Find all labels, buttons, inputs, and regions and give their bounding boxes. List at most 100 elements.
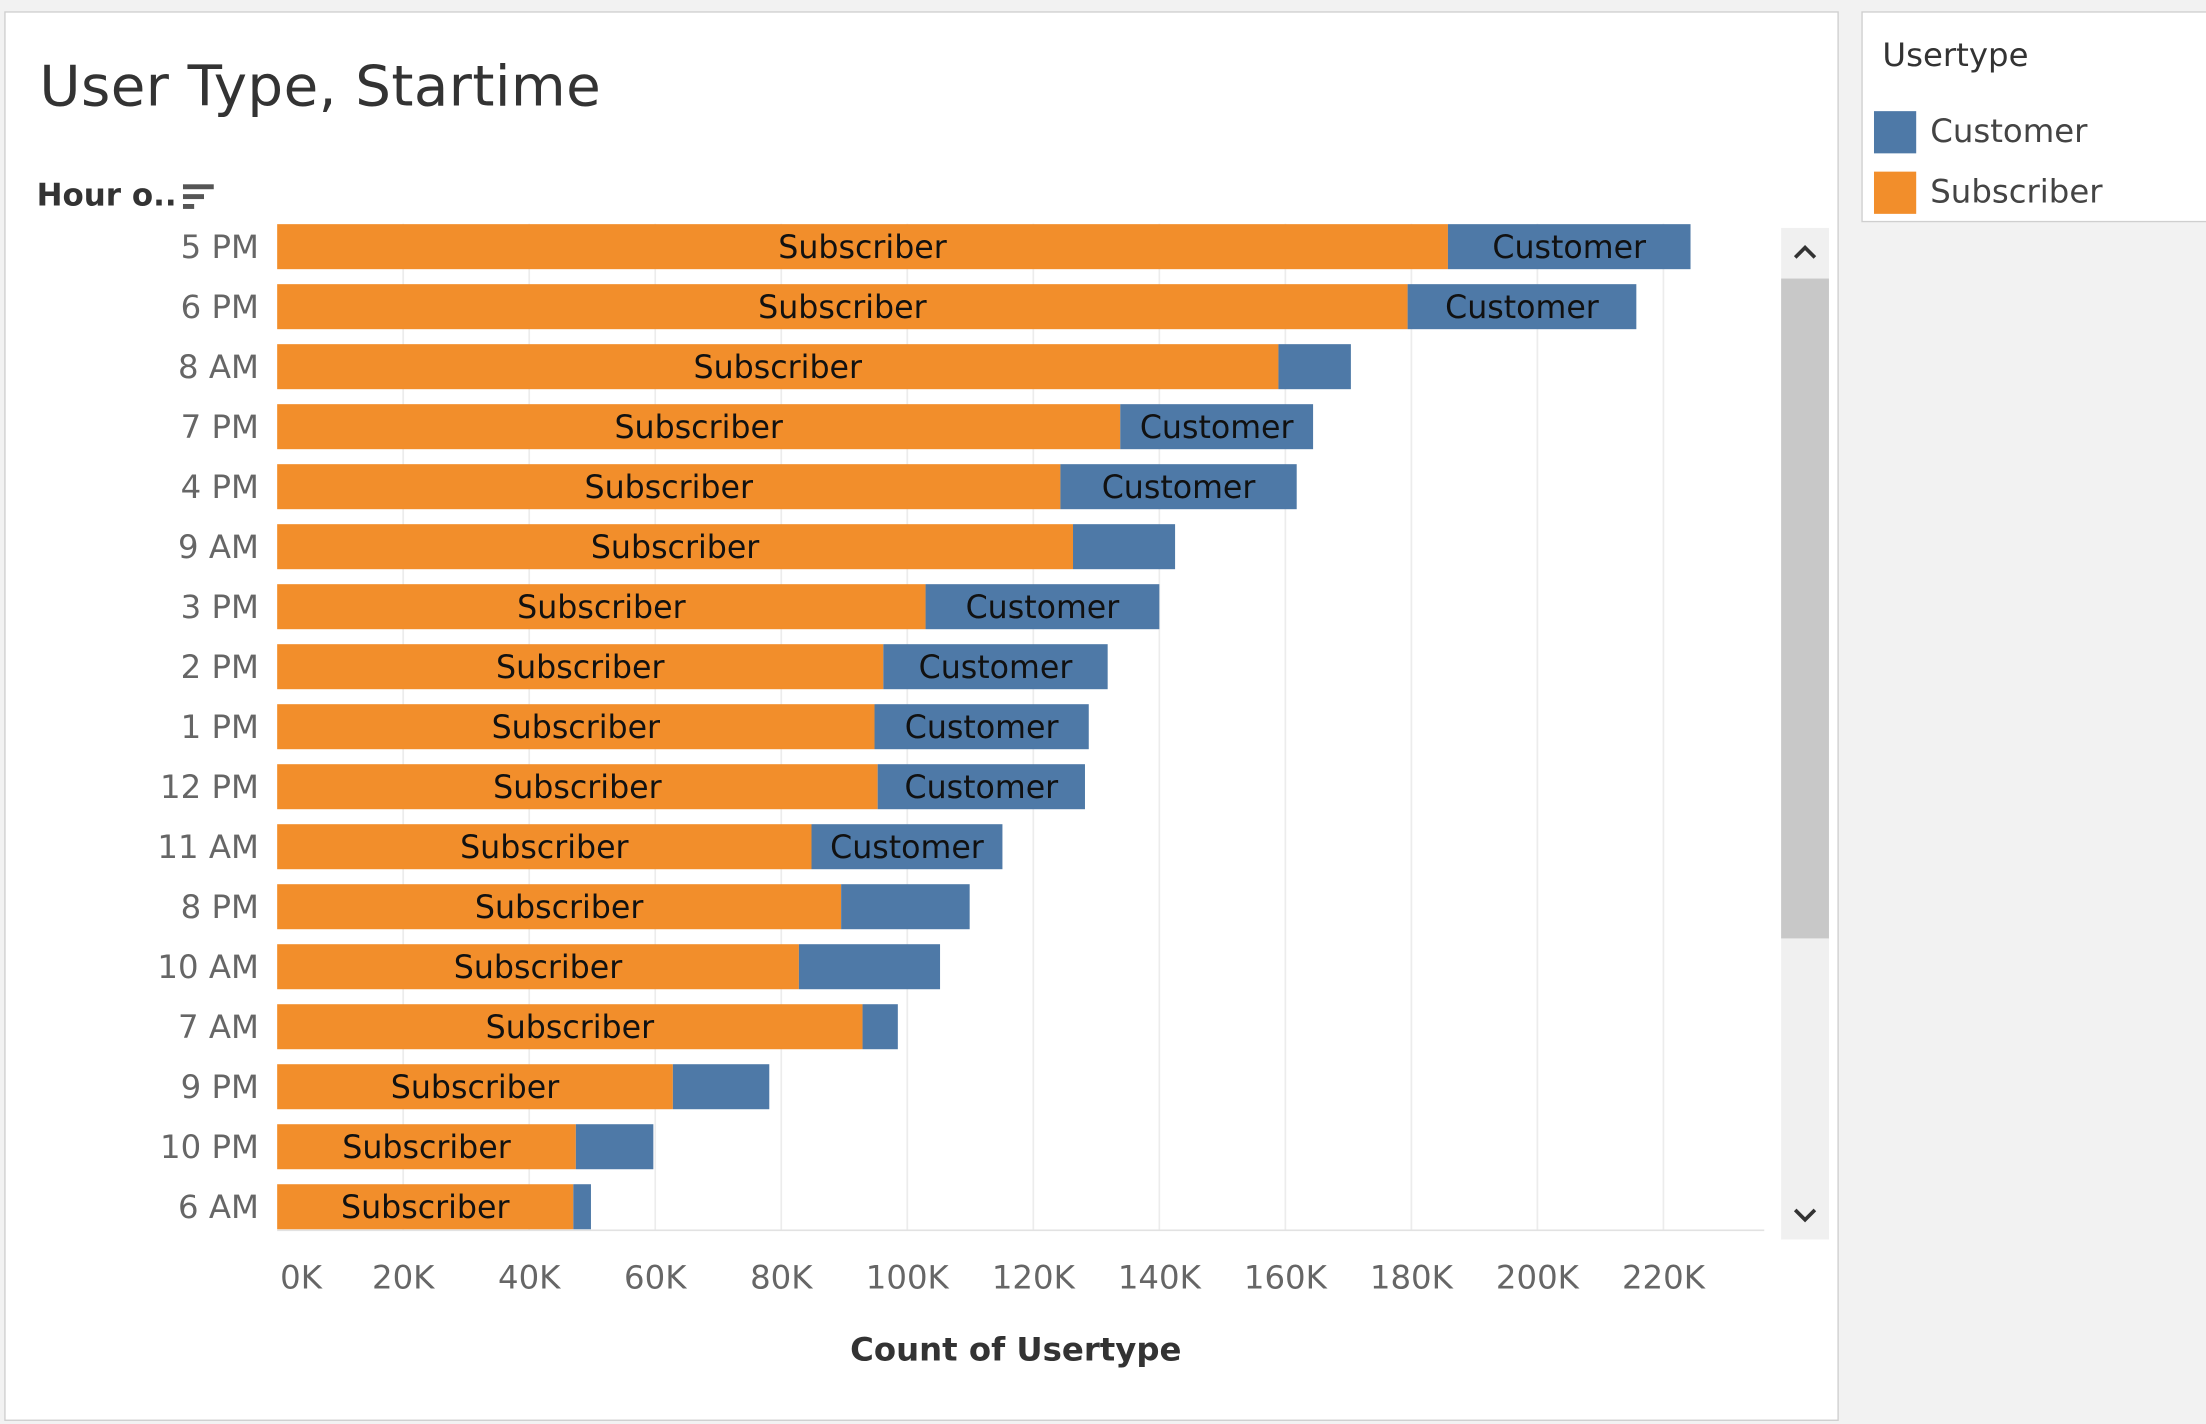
bar-subscriber [277,1124,576,1170]
category-label: 12 PM [160,768,259,806]
bar-subscriber [277,1184,574,1230]
bar-customer [573,1184,591,1230]
legend-swatch-subscriber [1873,171,1917,214]
bar-label-subscriber: Subscriber [585,470,754,506]
bar-subscriber [277,944,799,990]
x-tick-label: 220K [1622,1259,1706,1297]
x-tick-label: 20K [372,1259,435,1297]
bar-label-subscriber: Subscriber [341,1190,510,1226]
legend-item-customer[interactable]: Customer [1873,111,2206,154]
x-tick-label: 200K [1496,1259,1580,1297]
bar-label-customer: Customer [905,710,1060,746]
bar-label-customer: Customer [1445,290,1600,326]
bar-subscriber [277,704,875,750]
bar-label-customer: Customer [1140,410,1295,446]
x-axis-title: Count of Usertype [850,1330,1181,1368]
bar-label-customer: Customer [919,650,1074,686]
bar-label-subscriber: Subscriber [454,950,623,986]
vertical-scrollbar[interactable] [1781,227,1829,1240]
bar-label-subscriber: Subscriber [517,590,686,626]
x-tick-label: 180K [1370,1259,1454,1297]
bar-label-subscriber: Subscriber [496,650,665,686]
category-label: 11 AM [157,828,258,866]
category-label: 10 PM [160,1128,259,1166]
category-label: 3 PM [181,588,259,626]
bar-subscriber [277,644,884,690]
bar-subscriber [277,464,1061,510]
bar-subscriber [277,344,1279,390]
x-tick-label: 160K [1244,1259,1328,1297]
bar-label-subscriber: Subscriber [486,1010,655,1046]
legend-swatch-customer [1873,111,1917,154]
bar-label-subscriber: Subscriber [492,710,661,746]
chevron-up-icon[interactable] [1781,228,1829,276]
category-label: 8 PM [181,888,259,926]
bar-customer [841,884,970,930]
bar-label-subscriber: Subscriber [475,890,644,926]
x-tick-label: 40K [498,1259,561,1297]
sort-descending-icon[interactable] [182,183,214,211]
bar-customer [1060,464,1297,510]
bar-customer [811,824,1003,870]
bar-label-subscriber: Subscriber [493,770,662,806]
category-label: 2 PM [181,648,259,686]
scrollbar-thumb[interactable] [1781,278,1829,939]
bar-label-subscriber: Subscriber [342,1130,511,1166]
legend-panel: Usertype Customer Subscriber [1861,11,2206,223]
bar-label-subscriber: Subscriber [391,1070,560,1106]
bar-subscriber [277,524,1074,570]
category-label: 7 AM [178,1008,259,1046]
legend-label-customer: Customer [1930,113,2088,151]
x-tick-label: 100K [866,1259,950,1297]
row-header-label[interactable]: Hour o.. [36,178,177,214]
bar-customer [1407,284,1637,330]
category-label: 5 PM [181,228,259,266]
bar-subscriber [277,224,1448,270]
x-tick-label: 80K [750,1259,813,1297]
bar-subscriber [277,404,1121,450]
bar-customer [1073,524,1176,570]
x-tick-label: 60K [624,1259,687,1297]
bar-subscriber [277,1064,673,1110]
category-label: 1 PM [181,708,259,746]
bar-customer [877,764,1085,810]
x-tick-label: 0K [280,1259,323,1297]
bar-customer [575,1124,654,1170]
bar-label-subscriber: Subscriber [694,350,863,386]
bar-subscriber [277,584,926,630]
bar-label-subscriber: Subscriber [778,230,947,266]
legend-item-subscriber[interactable]: Subscriber [1873,171,2206,214]
bar-customer [798,944,941,990]
bar-subscriber [277,1004,863,1050]
x-tick-label: 140K [1118,1259,1202,1297]
bar-customer [1278,344,1351,390]
bar-customer [874,704,1089,750]
x-tick-label: 120K [992,1259,1076,1297]
category-label: 8 AM [178,348,259,386]
bar-label-subscriber: Subscriber [460,830,629,866]
bar-subscriber [277,284,1408,330]
bar-label-customer: Customer [830,830,985,866]
bar-label-customer: Customer [904,770,1059,806]
category-label: 6 PM [181,288,259,326]
bar-label-customer: Customer [1102,470,1257,506]
bar-label-subscriber: Subscriber [614,410,783,446]
chevron-down-icon[interactable] [1781,1192,1829,1240]
bar-chart: 0K 20K 40K 60K 80K 100K 120K 140K 160K 180K 200K 22… [157,223,1765,1368]
bar-label-subscriber: Subscriber [591,530,760,566]
category-label: 6 AM [178,1188,259,1226]
legend-label-subscriber: Subscriber [1930,174,2103,212]
bar-subscriber [277,764,878,810]
bar-subscriber [277,884,842,930]
legend-title: Usertype [1882,37,2029,75]
bar-label-customer: Customer [966,590,1121,626]
bar-customer [925,584,1160,630]
category-label: 7 PM [181,408,259,446]
category-label: 9 AM [178,528,259,566]
bar-label-customer: Customer [1492,230,1647,266]
bar-customer [862,1004,898,1050]
chart-title: User Type, Startime [39,54,602,120]
bar-label-subscriber: Subscriber [758,290,927,326]
bar-customer [883,644,1108,690]
